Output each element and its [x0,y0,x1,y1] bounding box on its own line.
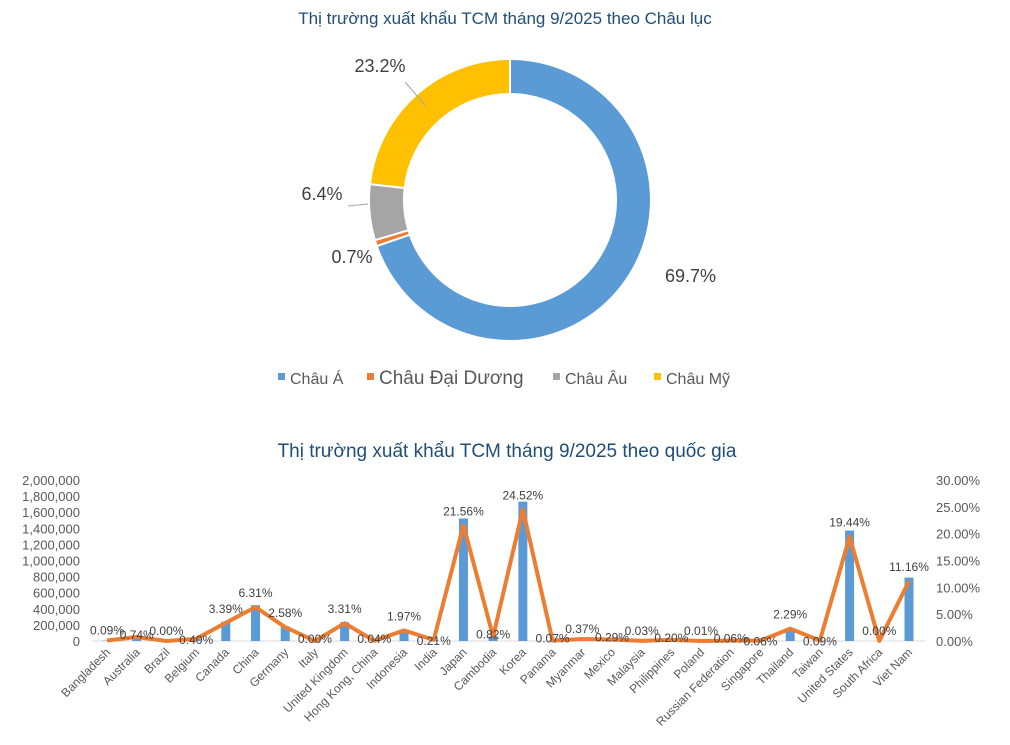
y-left-tick: 0 [73,634,80,649]
data-label: 0.09% [803,635,837,649]
bar-united-kingdom [340,622,350,641]
legend-swatch-2 [553,373,560,380]
donut-title: Thị trường xuất khẩu TCM tháng 9/2025 th… [298,9,712,28]
leader-line-america [404,81,426,106]
y-right-tick: 20.00% [936,527,981,542]
legend-swatch-3 [654,373,661,380]
bar-thailand [785,627,795,641]
y-left-tick: 400,000 [33,602,80,617]
donut-slice-3 [368,57,511,190]
slice-label-0: 69.7% [665,266,716,286]
data-label: 0.09% [90,624,124,638]
data-label: 6.31% [239,586,273,600]
data-label: 0.21% [417,634,451,648]
share-line [106,507,911,643]
y-left-tick: 200,000 [33,618,80,633]
data-label: 0.06% [714,632,748,646]
data-label: 0.06% [743,635,777,649]
data-label: 3.31% [328,602,362,616]
data-label: 0.82% [476,628,510,642]
legend-label-1: Châu Đại Dương [379,368,524,389]
slice-label-1: 0.7% [331,247,372,267]
x-tick-label: Canada [192,645,232,685]
bar-china [251,605,261,641]
data-label: 0.07% [536,632,570,646]
data-label: 0.37% [565,622,599,636]
bar-japan [458,518,468,641]
y-right-tick: 30.00% [936,473,981,488]
y-right-tick: 5.00% [936,607,973,622]
bar-indonesia [399,629,409,641]
y-left-tick: 1,200,000 [22,537,80,552]
data-label: 2.58% [268,606,302,620]
donut-legend: Châu Á Châu Đại Dương Châu Âu Châu Mỹ [278,368,730,389]
y-left-tick: 1,400,000 [22,521,80,536]
bar-cambodia [488,636,498,641]
data-label: 3.39% [209,602,243,616]
data-label: 0.03% [625,624,659,638]
data-label: 21.56% [443,504,484,518]
donut-slice-0 [375,57,652,342]
y-left-tick: 1,000,000 [22,554,80,569]
slice-label-3: 23.2% [354,56,405,76]
data-label: 2.29% [773,608,807,622]
data-label: 0.29% [595,630,629,644]
legend-label-0: Châu Á [290,369,344,388]
legend-swatch-0 [278,373,285,380]
data-label: 1.97% [387,609,421,623]
x-tick-label: Italy [296,645,321,670]
combo-title: Thị trường xuất khẩu TCM tháng 9/2025 th… [278,441,737,462]
legend-swatch-1 [367,373,374,380]
data-label: 0.74% [120,628,154,642]
bar-korea [518,501,528,641]
bar-viet-nam [904,577,914,641]
x-tick-label: India [412,645,441,674]
data-label: 0.04% [357,632,391,646]
legend-label-2: Châu Âu [565,369,627,388]
y-right-tick: 25.00% [936,500,981,515]
data-label: 0.00% [862,624,896,638]
legend-label-3: Châu Mỹ [666,371,730,388]
y-right-tick: 0.00% [936,634,973,649]
y-left-tick: 800,000 [33,570,80,585]
data-label: 0.00% [298,632,332,646]
y-right-tick: 15.00% [936,554,981,569]
y-left-tick: 1,800,000 [22,489,80,504]
y-left-tick: 1,600,000 [22,505,80,520]
data-label: 0.01% [684,624,718,638]
data-label: 11.16% [889,560,929,574]
bar-canada [221,621,231,641]
leader-line-europe [347,203,369,207]
y-left-tick: 2,000,000 [22,473,80,488]
y-right-tick: 10.00% [936,580,981,595]
data-label: 19.44% [829,516,870,530]
bar-united-states [845,530,855,641]
data-label: 0.20% [654,631,688,645]
slice-label-2: 6.4% [301,184,342,204]
y-left-tick: 600,000 [33,586,80,601]
bar-germany [280,626,290,641]
donut-chart: 69.7% 0.7% 6.4% 23.2% [301,56,716,342]
data-label: 0.00% [149,624,183,638]
donut-slice-2 [368,182,410,242]
data-label: 24.52% [503,488,544,502]
data-label: 0.40% [179,633,213,647]
